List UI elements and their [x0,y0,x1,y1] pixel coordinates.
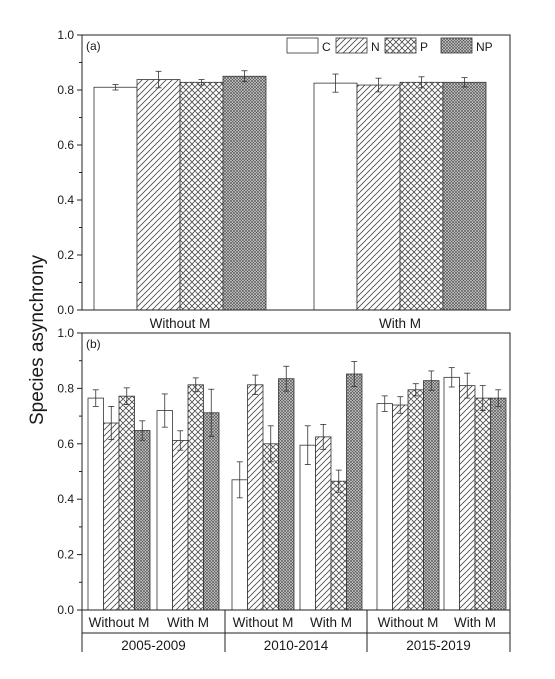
a-bar-C-0 [93,86,138,311]
legend-label-NP: NP [476,40,493,54]
a-bar-NP-0 [222,75,267,311]
legend-swatch-P [384,37,417,54]
legend-label-N: N [371,40,380,54]
b-bar-C-4 [376,403,393,611]
panel-b-frame [81,332,511,611]
panel-b-period-1: 2010-2014 [264,638,329,653]
b-bar-NP-5 [490,397,507,611]
a-bar-C-1 [313,82,358,311]
b-bar-NP-2 [278,378,295,611]
b-bar-C-3 [299,444,316,611]
b-bar-P-4 [407,389,424,611]
b-ytick-label-3: 0.6 [57,437,74,451]
b-bar-C-0 [87,397,104,611]
b-bar-N-5 [459,385,476,611]
panel-a-category-1: With M [379,316,421,331]
b-bar-P-0 [118,395,135,611]
a-bar-P-1 [399,81,444,311]
panel-a-label: (a) [86,39,101,53]
b-ytick-label-4: 0.8 [57,381,74,395]
legend-swatch-NP [440,37,473,54]
b-bar-NP-0 [134,430,151,611]
panel-b-category-4: Without M [378,615,439,630]
b-ytick-label-2: 0.4 [57,492,74,506]
panel-b-category-0: Without M [89,615,150,630]
a-bar-NP-1 [442,81,487,311]
b-bar-N-0 [103,422,120,611]
panel-b-label: (b) [86,337,101,351]
panel-b-category-5: With M [454,615,496,630]
a-ytick-label-5: 1.0 [57,28,74,42]
y-axis-label: Species asynchrony [27,254,48,425]
a-ytick-label-0: 0.0 [57,303,74,317]
a-bar-N-0 [136,79,181,311]
panel-b-category-1: With M [167,615,209,630]
legend-swatch-N [335,37,368,54]
a-ytick-label-3: 0.6 [57,138,74,152]
b-bar-N-1 [172,440,189,611]
panel-a-frame [81,34,511,311]
b-ytick-label-0: 0.0 [57,603,74,617]
panel-b-category-2: Without M [233,615,294,630]
a-ytick-label-4: 0.8 [57,83,74,97]
b-bar-P-5 [474,397,491,611]
b-bar-C-2 [231,479,248,611]
b-bar-N-2 [247,384,264,611]
a-ytick-label-1: 0.2 [57,248,74,262]
b-bar-N-3 [315,436,332,611]
b-bar-NP-4 [423,380,440,611]
panel-a-category-0: Without M [150,316,211,331]
panel-a: 0.0 0.2 0.4 0.6 0.8 1.0 (a) Without M With M [57,28,511,331]
b-bar-NP-1 [203,412,220,611]
b-bar-N-4 [392,404,409,611]
panel-b-period-0: 2005-2009 [121,638,186,653]
a-bar-N-1 [356,84,401,311]
a-ytick-label-2: 0.4 [57,193,74,207]
legend: C N P NP [286,37,493,54]
legend-label-P: P [420,40,428,54]
panel-b-category-3: With M [310,615,352,630]
b-bar-C-5 [443,376,460,611]
b-ytick-label-5: 1.0 [57,326,74,340]
panel-b: 0.0 0.2 0.4 0.6 0.8 1.0 (b) Without M With M With… [57,326,511,653]
b-ytick-label-1: 0.2 [57,548,74,562]
panel-b-period-2: 2015-2019 [406,638,471,653]
b-bar-NP-3 [346,373,363,611]
legend-label-C: C [322,40,331,54]
a-bar-P-0 [179,81,224,311]
legend-swatch-C [286,37,319,54]
b-bar-P-2 [262,443,279,611]
b-bar-P-3 [330,480,347,611]
b-bar-P-1 [187,384,204,611]
b-bar-C-1 [156,410,173,611]
